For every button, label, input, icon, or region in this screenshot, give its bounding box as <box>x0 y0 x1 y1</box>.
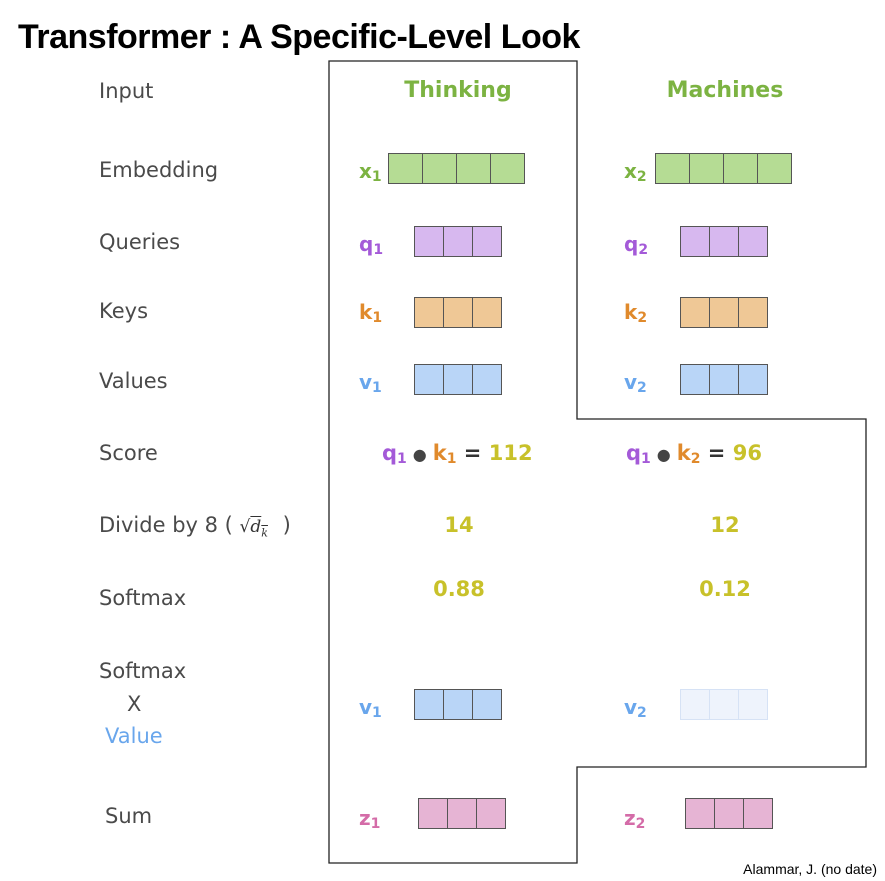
q1-query-vector <box>414 226 502 257</box>
dk-subscript: k <box>261 526 268 540</box>
dot-operator: ● <box>656 445 671 464</box>
x2-label: x2 <box>624 159 647 185</box>
row-label-input: Input <box>99 79 154 103</box>
score-machines: q1 ● k2 = 96 <box>626 441 762 467</box>
word-machines: Machines <box>666 78 784 103</box>
weighted-v2-label: v2 <box>624 695 647 721</box>
z2-label: z2 <box>624 806 646 832</box>
q1-label: q1 <box>359 232 384 258</box>
k2-label: k2 <box>624 300 648 326</box>
diagram-title: Transformer : A Specific-Level Look <box>18 18 580 56</box>
divide-prefix: Divide by 8 ( <box>99 513 233 537</box>
score-k-term: k1 <box>432 441 457 467</box>
v2-label: v2 <box>624 370 647 396</box>
score-equals: = <box>463 441 482 465</box>
row-label-divide: Divide by 8 ( √dk ) <box>99 513 291 539</box>
row-label-values: Values <box>99 369 168 393</box>
word-thinking: Thinking <box>404 78 512 103</box>
z2-output-vector <box>685 798 773 829</box>
weighted-v1-vector <box>414 689 502 720</box>
k2-key-vector <box>680 297 768 328</box>
sqrt-dk-formula: √dk <box>239 517 268 540</box>
weighted-v2-vector <box>680 689 768 720</box>
dk-letter: d <box>250 517 262 537</box>
x1-embedding-vector <box>388 153 525 184</box>
score-equals: = <box>707 441 726 465</box>
score-q-term: q1 <box>382 441 407 467</box>
v2-value-vector <box>680 364 768 395</box>
softmax-machines: 0.12 <box>699 577 751 601</box>
v1-label: v1 <box>359 370 382 396</box>
z1-label: z1 <box>359 806 381 832</box>
softmax-thinking: 0.88 <box>433 577 485 601</box>
x2-embedding-vector <box>655 153 792 184</box>
row-label-softmax-value-2: X <box>127 692 142 716</box>
sqrt-symbol: √ <box>239 517 251 537</box>
weighted-v1-label: v1 <box>359 695 382 721</box>
k1-label: k1 <box>359 300 383 326</box>
source-credit: Alammar, J. (no date) <box>743 861 877 877</box>
divided-score-thinking: 14 <box>444 513 474 537</box>
dk-term: dk <box>250 517 268 540</box>
x1-label: x1 <box>359 159 382 185</box>
z1-output-vector <box>418 798 506 829</box>
row-label-sum: Sum <box>105 804 153 828</box>
v1-value-vector <box>414 364 502 395</box>
row-label-softmax-value-3: Value <box>105 724 163 748</box>
score-thinking: q1 ● k1 = 112 <box>382 441 533 467</box>
score-value: 96 <box>732 441 762 465</box>
score-q-term: q1 <box>626 441 651 467</box>
row-label-score: Score <box>99 441 158 465</box>
row-label-softmax: Softmax <box>99 586 187 610</box>
row-label-keys: Keys <box>99 299 149 323</box>
row-label-embedding: Embedding <box>99 158 219 182</box>
score-value: 112 <box>488 441 533 465</box>
row-label-queries: Queries <box>99 230 181 254</box>
divide-suffix: ) <box>282 513 291 537</box>
dot-operator: ● <box>412 445 427 464</box>
divided-score-machines: 12 <box>710 513 740 537</box>
row-label-softmax-value-1: Softmax <box>99 659 187 683</box>
score-k-term: k2 <box>676 441 701 467</box>
k1-key-vector <box>414 297 502 328</box>
q2-label: q2 <box>624 232 649 258</box>
q2-query-vector <box>680 226 768 257</box>
